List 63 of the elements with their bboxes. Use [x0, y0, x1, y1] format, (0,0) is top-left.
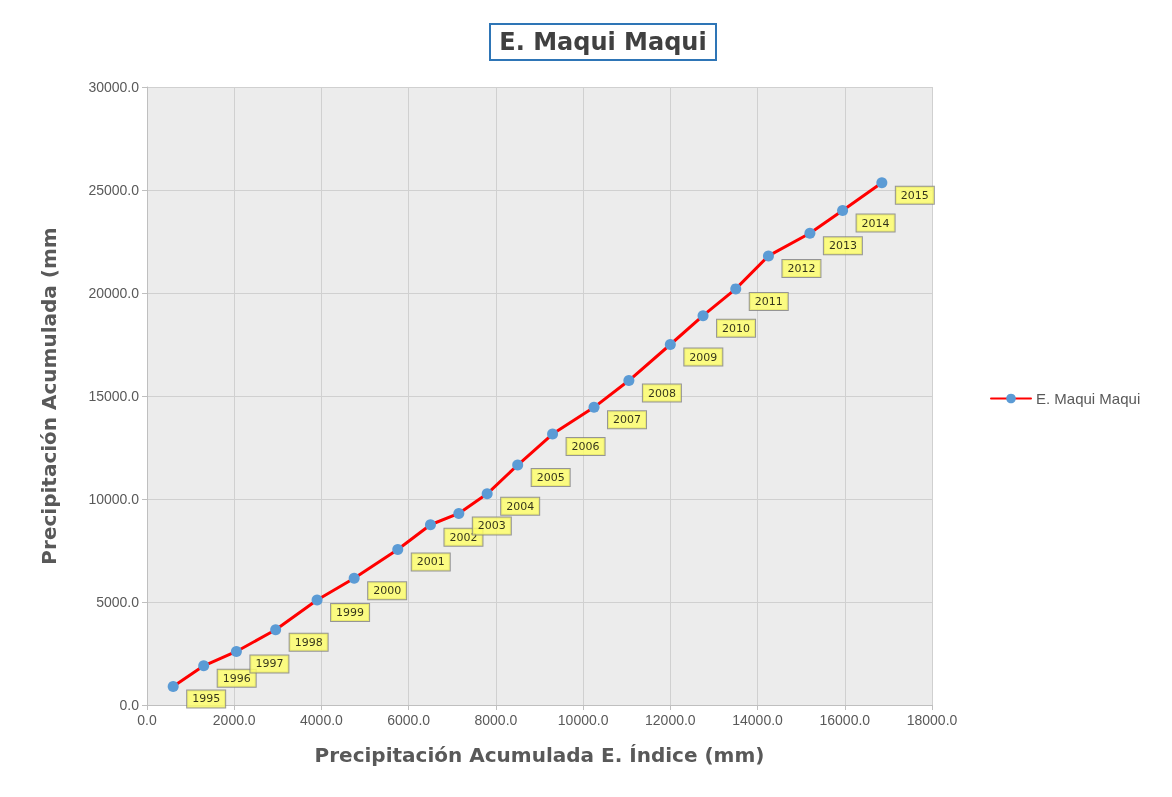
annotation: 2005	[536, 471, 565, 485]
point	[311, 594, 323, 606]
annotation: 1995	[192, 692, 221, 706]
annotation: 1998	[294, 635, 323, 649]
y-tick-label: 15000.0	[88, 388, 140, 404]
y-tick-label: 10000.0	[88, 491, 140, 507]
annotation: 2010	[722, 321, 751, 335]
annotation: 2015	[900, 188, 929, 202]
point	[730, 283, 742, 295]
annotation: 2004	[506, 499, 535, 513]
point	[348, 572, 360, 584]
y-tick-label: 20000.0	[88, 285, 140, 301]
x-axis-title: Precipitación Acumulada E. Índice (mm)	[314, 743, 765, 767]
x-tick-label: 12000.0	[645, 712, 696, 728]
annotation: 2000	[373, 584, 402, 598]
point	[230, 645, 242, 657]
point	[804, 227, 816, 239]
annotation: 2013	[828, 239, 857, 253]
x-tick-label: 14000.0	[732, 712, 784, 728]
x-tick-label: 2000.0	[212, 712, 256, 728]
x-tick-label: 8000.0	[474, 712, 518, 728]
point	[198, 660, 210, 672]
point	[481, 488, 493, 500]
y-tick-label: 25000.0	[88, 182, 140, 198]
annotation: 1997	[255, 657, 284, 671]
annotation: 2003	[477, 519, 506, 533]
annotation: 2002	[449, 530, 478, 544]
annotation: 2014	[861, 216, 890, 230]
annotation: 2008	[647, 386, 676, 400]
x-tick-label: 6000.0	[387, 712, 431, 728]
point	[512, 459, 524, 471]
point	[762, 250, 774, 262]
annotation: 2012	[787, 261, 816, 275]
point	[453, 507, 465, 519]
point	[547, 428, 559, 440]
chart-title: E. Maqui Maqui	[499, 28, 707, 56]
annotation: 1999	[336, 605, 365, 619]
point	[837, 205, 849, 217]
annotation: 2001	[416, 555, 445, 569]
legend-label: E. Maqui Maqui	[1036, 390, 1141, 407]
y-tick-label: 30000.0	[88, 79, 140, 95]
annotation: 2009	[689, 350, 718, 364]
annotation: 2006	[571, 440, 600, 454]
point	[392, 543, 404, 555]
y-axis-title: Precipitación Acumulada (mm	[37, 227, 61, 565]
annotation: 1996	[222, 671, 251, 685]
y-tick-label: 5000.0	[96, 594, 140, 610]
point	[167, 680, 179, 692]
x-tick-label: 4000.0	[300, 712, 344, 728]
point	[270, 624, 282, 636]
point	[623, 375, 635, 387]
point	[424, 519, 436, 531]
y-tick-label: 0.0	[119, 697, 140, 713]
point	[664, 339, 676, 350]
annotation: 2011	[754, 294, 783, 308]
x-tick-label: 16000.0	[819, 712, 871, 728]
point	[588, 401, 600, 413]
point	[876, 177, 888, 189]
x-tick-label: 10000.0	[557, 712, 609, 728]
x-tick-label: 0.0	[137, 712, 157, 728]
annotation: 2007	[613, 413, 642, 427]
point	[697, 310, 709, 322]
x-tick-label: 18000.0	[906, 712, 958, 728]
